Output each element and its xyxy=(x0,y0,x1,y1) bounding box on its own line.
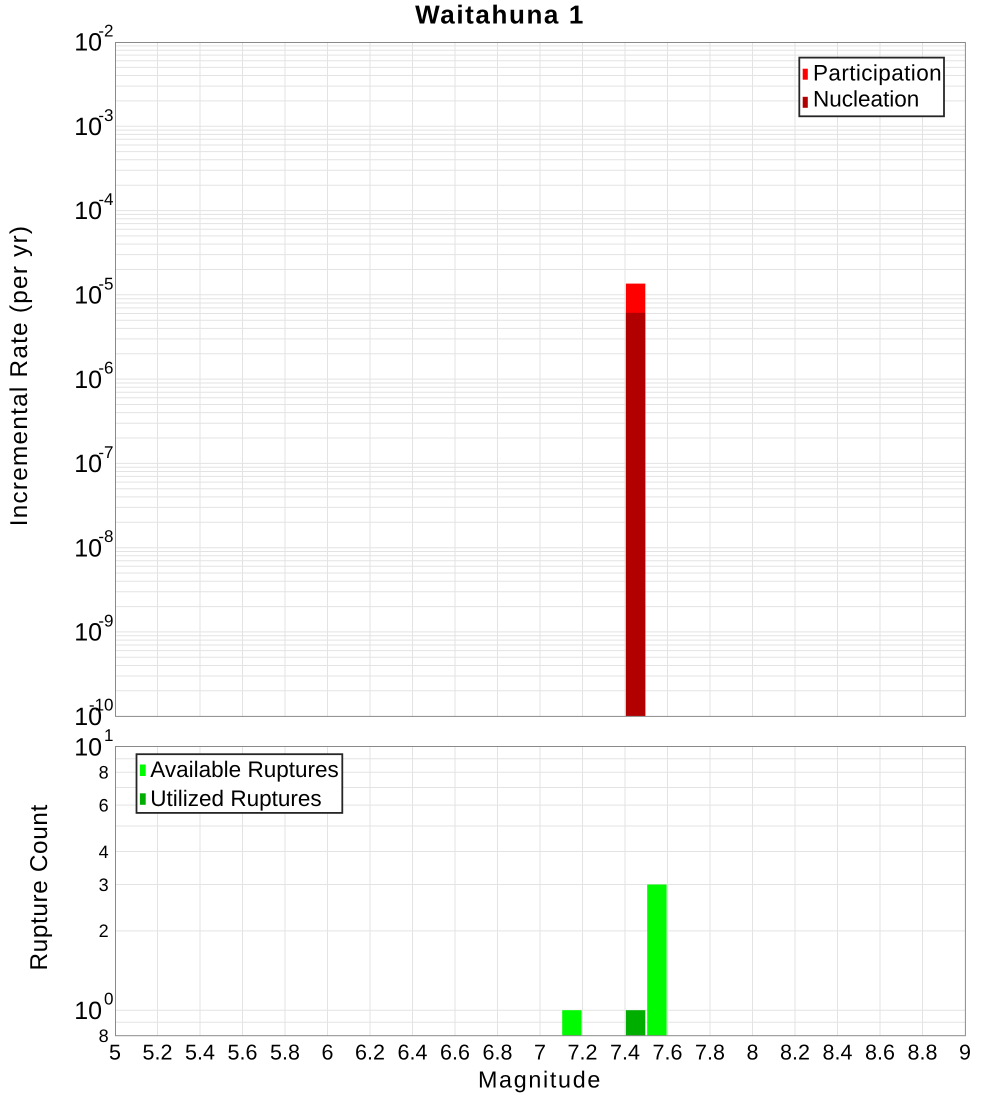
svg-text:10: 10 xyxy=(74,29,102,57)
svg-text:10: 10 xyxy=(74,534,102,562)
svg-text:6.4: 6.4 xyxy=(398,1041,428,1065)
svg-text:6.2: 6.2 xyxy=(355,1041,385,1065)
svg-text:-2: -2 xyxy=(98,22,113,41)
svg-text:10: 10 xyxy=(74,997,102,1025)
svg-text:-3: -3 xyxy=(98,106,113,125)
svg-text:Incremental Rate (per yr): Incremental Rate (per yr) xyxy=(6,225,33,527)
svg-text:7.8: 7.8 xyxy=(695,1041,725,1065)
svg-text:10: 10 xyxy=(74,113,102,141)
svg-text:7.4: 7.4 xyxy=(610,1041,640,1065)
svg-text:5.4: 5.4 xyxy=(185,1041,215,1065)
svg-text:-4: -4 xyxy=(98,190,113,209)
svg-text:9: 9 xyxy=(959,1041,971,1065)
svg-text:1: 1 xyxy=(104,726,113,745)
svg-text:6: 6 xyxy=(322,1041,334,1065)
svg-text:Rupture Count: Rupture Count xyxy=(26,804,53,970)
svg-text:-8: -8 xyxy=(98,527,113,546)
svg-text:10: 10 xyxy=(74,450,102,478)
svg-text:3: 3 xyxy=(99,875,109,895)
svg-text:5: 5 xyxy=(109,1041,121,1065)
svg-text:5.8: 5.8 xyxy=(270,1041,300,1065)
svg-text:-6: -6 xyxy=(98,359,113,378)
svg-text:8.6: 8.6 xyxy=(865,1041,895,1065)
svg-text:Waitahuna 1: Waitahuna 1 xyxy=(415,0,585,29)
svg-text:8: 8 xyxy=(747,1041,759,1065)
svg-text:Participation: Participation xyxy=(813,61,942,86)
svg-text:10: 10 xyxy=(74,366,102,394)
svg-text:10: 10 xyxy=(74,619,102,647)
svg-text:5.6: 5.6 xyxy=(228,1041,258,1065)
svg-text:Utilized Ruptures: Utilized Ruptures xyxy=(150,786,321,811)
svg-text:5.2: 5.2 xyxy=(143,1041,173,1065)
svg-text:0: 0 xyxy=(104,990,113,1009)
svg-text:-10: -10 xyxy=(89,696,114,715)
svg-text:Nucleation: Nucleation xyxy=(813,86,919,111)
svg-text:8: 8 xyxy=(99,763,109,783)
svg-text:2: 2 xyxy=(99,921,109,941)
svg-text:10: 10 xyxy=(74,197,102,225)
svg-text:Available Ruptures: Available Ruptures xyxy=(150,757,338,782)
svg-text:6: 6 xyxy=(99,795,109,815)
svg-text:6.6: 6.6 xyxy=(440,1041,470,1065)
svg-text:8.4: 8.4 xyxy=(823,1041,853,1065)
svg-text:-5: -5 xyxy=(98,274,113,293)
svg-text:10: 10 xyxy=(74,282,102,310)
svg-text:-9: -9 xyxy=(98,611,113,630)
svg-text:7: 7 xyxy=(534,1041,546,1065)
svg-text:8.8: 8.8 xyxy=(908,1041,938,1065)
svg-text:6.8: 6.8 xyxy=(483,1041,513,1065)
svg-text:-7: -7 xyxy=(98,443,113,462)
svg-text:4: 4 xyxy=(99,842,109,862)
svg-text:Magnitude: Magnitude xyxy=(478,1067,602,1093)
svg-text:10: 10 xyxy=(74,733,102,761)
svg-text:7.6: 7.6 xyxy=(653,1041,683,1065)
svg-text:7.2: 7.2 xyxy=(568,1041,598,1065)
svg-text:10: 10 xyxy=(74,703,102,731)
svg-text:8: 8 xyxy=(99,1026,109,1046)
svg-text:8.2: 8.2 xyxy=(780,1041,810,1065)
